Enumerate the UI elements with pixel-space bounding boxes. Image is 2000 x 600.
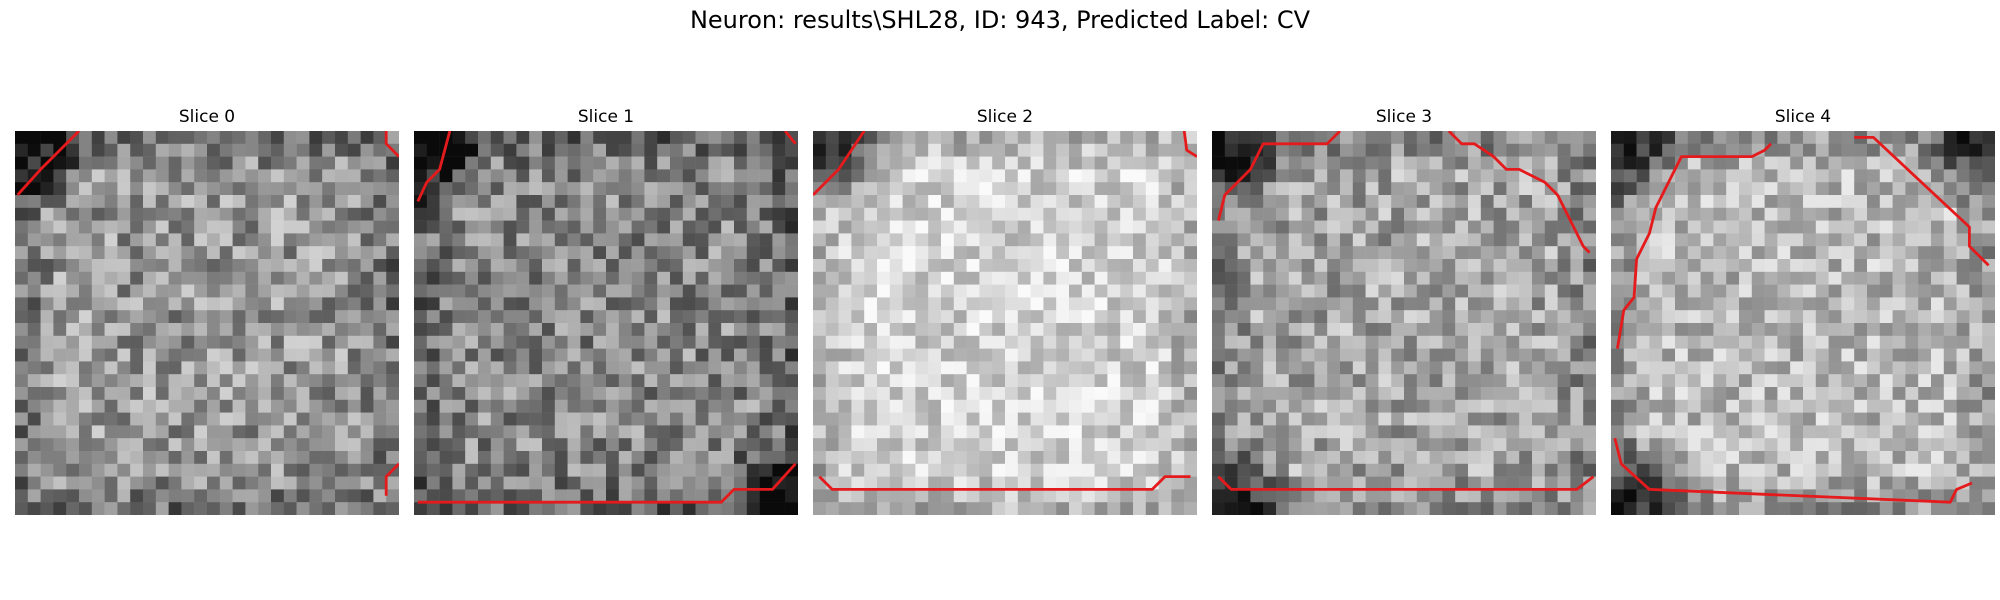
contour-line [384,131,399,158]
slice-image [414,131,798,515]
slice-title: Slice 2 [976,107,1034,127]
slice-image [813,131,1197,515]
contour-line [417,462,797,504]
contour-line [1217,475,1595,491]
slice-panel-4: Slice 4 [1611,106,1995,515]
contour-line [1613,437,1973,504]
slice-panel-1: Slice 1 [414,106,798,515]
slice-title: Slice 3 [1375,107,1433,127]
slice-panel-2: Slice 2 [813,106,1197,515]
contour-line [384,462,399,496]
contour-line [1217,131,1341,221]
contour-line [416,131,452,202]
slice-panel-3: Slice 3 [1212,106,1596,515]
contour-line [1616,142,1772,349]
contour-line [784,131,797,145]
contour-line [1447,131,1591,254]
contour-line [818,475,1191,491]
slice-panel-0: Slice 0 [15,106,399,515]
contour-line [1182,131,1197,158]
slice-image [1611,131,1995,515]
slice-title: Slice 1 [577,107,635,127]
slice-title: Slice 0 [178,107,236,127]
slice-title: Slice 4 [1774,107,1832,127]
figure-title: Neuron: results\SHL28, ID: 943, Predicte… [689,6,1311,34]
contour-line [16,131,80,196]
slice-image [1212,131,1596,515]
contour-line [1854,135,1990,267]
contour-line [813,131,866,196]
slice-image [15,131,399,515]
